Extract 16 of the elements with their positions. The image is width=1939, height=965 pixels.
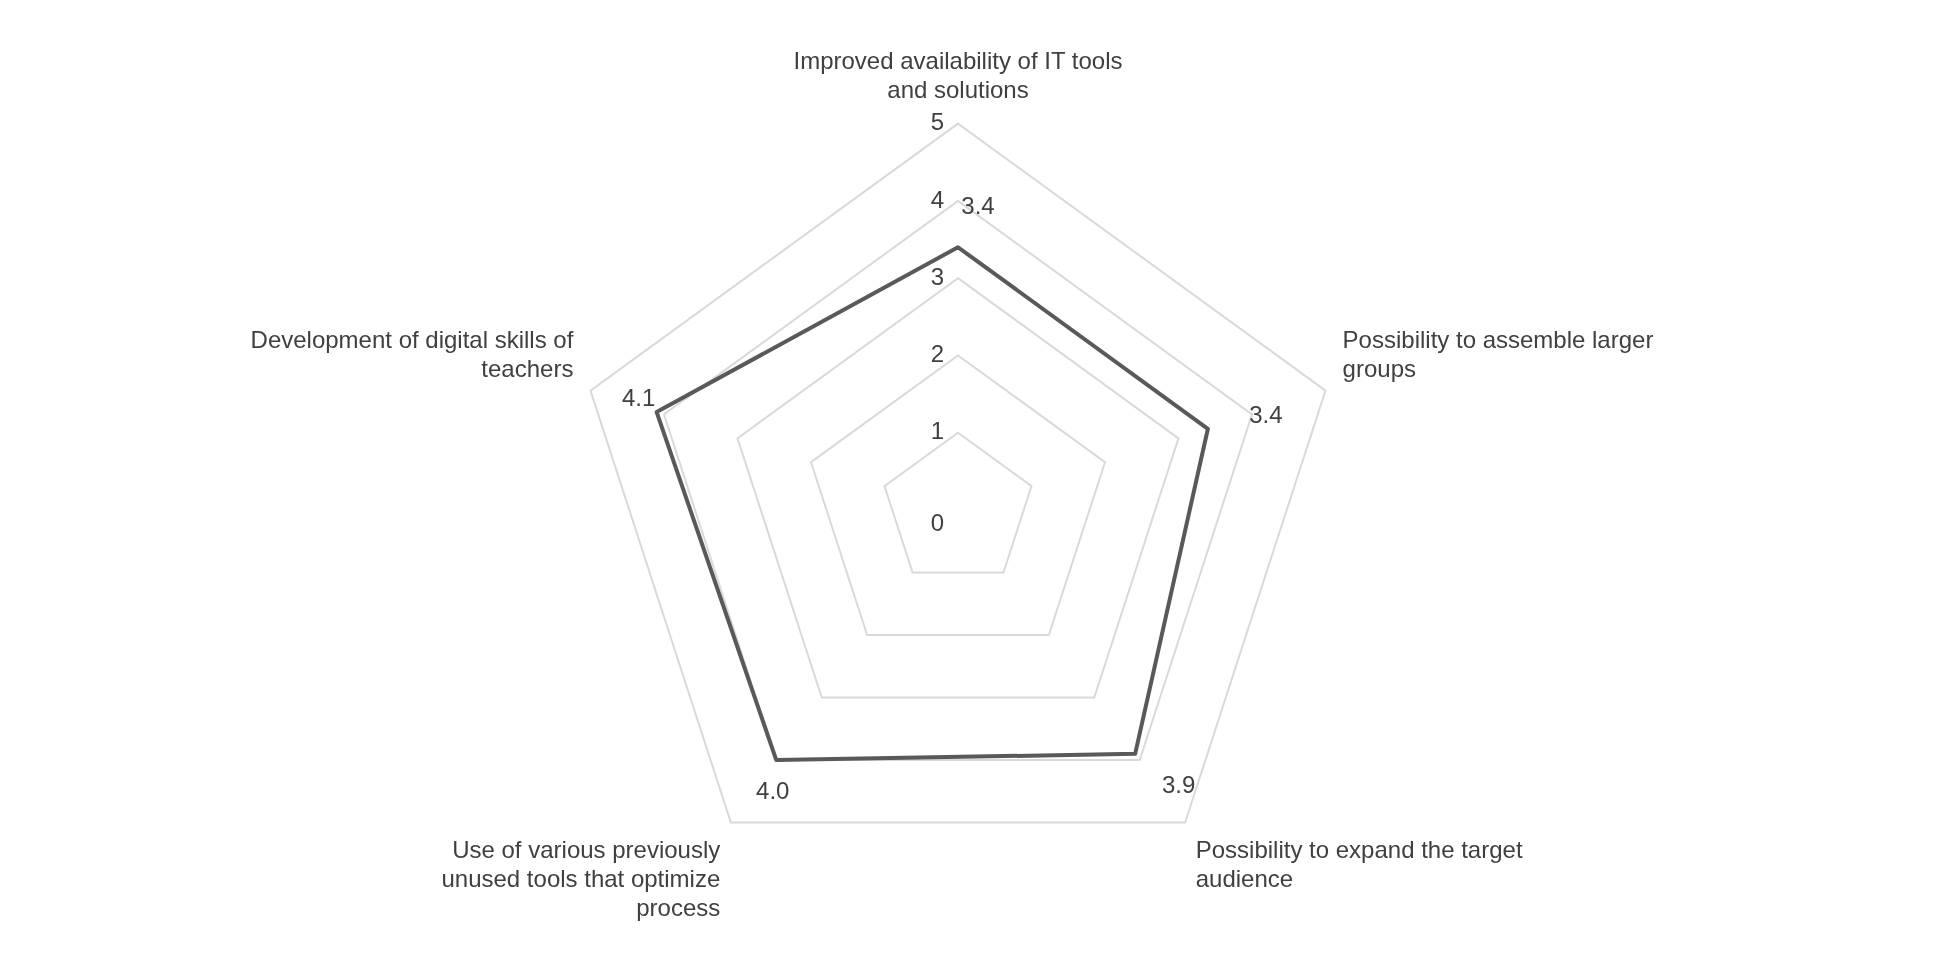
y-tick-label: 0 bbox=[930, 508, 944, 536]
y-tick-label: 3 bbox=[930, 262, 944, 290]
spoke-label: Improved availability of IT tools and solutions bbox=[793, 47, 1123, 103]
data-label: 3.4 bbox=[1249, 401, 1283, 429]
data-label: 3.9 bbox=[1161, 770, 1196, 798]
spoke-label: Use of various previously unused tools that optimize process bbox=[441, 836, 721, 921]
y-tick-label: 2 bbox=[930, 340, 944, 368]
data-label: 4.0 bbox=[756, 777, 790, 805]
y-tick-label: 1 bbox=[930, 417, 944, 445]
spoke-label: Development of digital skills of teachers bbox=[250, 326, 574, 383]
spoke-label: Possibility to assemble larger groups bbox=[1342, 326, 1654, 383]
y-tick-label: 4 bbox=[930, 185, 944, 213]
data-label: 3.4 bbox=[961, 191, 995, 219]
spoke-label: Possibility to expand the target audience bbox=[1195, 836, 1523, 892]
y-tick-label: 5 bbox=[930, 108, 944, 136]
data-label: 4.1 bbox=[621, 384, 656, 412]
